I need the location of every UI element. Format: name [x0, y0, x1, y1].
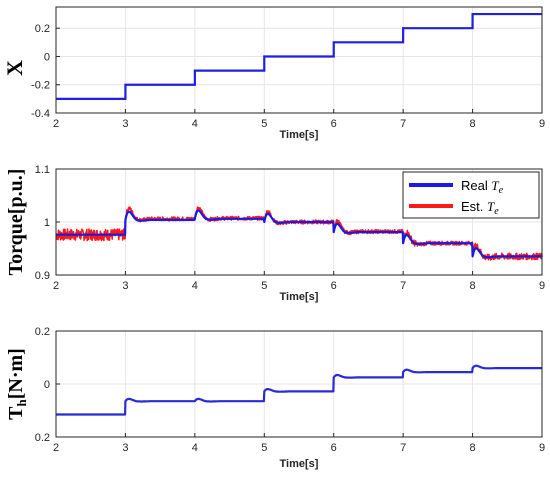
ticks-th: 2 3 4 5 6 7 8 9 0.2 0 0.2: [35, 326, 545, 454]
legend-label-real: Real Te: [461, 178, 504, 196]
x-tick-label: 8: [470, 118, 476, 130]
x-tick-label: 8: [470, 442, 476, 454]
y-tick-label: 0: [44, 379, 50, 391]
x-tick-label: 9: [539, 442, 545, 454]
y-tick-label: 1: [44, 217, 50, 229]
x-tick-label: 5: [261, 280, 267, 292]
y-tick-label: 1.1: [35, 164, 50, 176]
legend-label-est: Est. Te: [461, 199, 499, 217]
y-tick-label: 0.9: [35, 270, 50, 282]
x-axis-label-panel-1: Time[s]: [280, 129, 319, 141]
x-tick-label: 2: [53, 118, 59, 130]
panel-th: 2 3 4 5 6 7 8 9 0.2 0 0.2 Time[s] Th[N·m]: [5, 326, 545, 470]
ticks-x: 2 3 4 5 6 7 8 9 0.2 0 -0.2 -0.4: [31, 23, 545, 130]
panel-torque: 2 3 4 5 6 7 8 9 1.1 1 0.9 Time[s] Torque[p.u.] Rea…: [5, 164, 545, 303]
x-tick-label: 7: [400, 118, 406, 130]
x-tick-label: 5: [261, 442, 267, 454]
legend: Real Te Est. Te: [402, 171, 540, 219]
x-axis-label-panel-3: Time[s]: [280, 458, 319, 470]
x-tick-label: 7: [400, 442, 406, 454]
y-axis-label-th: Th[N·m]: [5, 348, 29, 420]
x-tick-label: 4: [192, 280, 198, 292]
x-tick-label: 5: [261, 118, 267, 130]
y-axis-label-x: X: [2, 60, 27, 76]
y-tick-label: -0.2: [31, 80, 50, 92]
legend-box: [402, 171, 540, 219]
x-tick-label: 4: [192, 442, 198, 454]
x-tick-label: 8: [470, 280, 476, 292]
x-tick-label: 3: [122, 442, 128, 454]
axes-frame-x: [55, 6, 543, 114]
x-tick-label: 2: [53, 442, 59, 454]
grid-x: [56, 7, 542, 113]
y-tick-label: -0.4: [31, 108, 50, 120]
x-tick-label: 9: [539, 118, 545, 130]
y-tick-label: 0.2: [35, 432, 50, 444]
y-tick-label: 0.2: [35, 23, 50, 35]
series-x: [56, 12, 542, 100]
x-tick-label: 6: [331, 118, 337, 130]
x-tick-label: 4: [192, 118, 198, 130]
panel-x: 2 3 4 5 6 7 8 9 0.2 0 -0.2 -0.4 Time[s] X: [2, 6, 545, 141]
x-tick-label: 3: [122, 118, 128, 130]
x-tick-label: 9: [539, 280, 545, 292]
series-line: [56, 12, 542, 100]
y-tick-label: 0: [44, 51, 50, 63]
ticks-torque: 2 3 4 5 6 7 8 9 1.1 1 0.9: [35, 164, 545, 292]
x-tick-label: 3: [122, 280, 128, 292]
x-tick-label: 6: [331, 442, 337, 454]
y-tick-label: 0.2: [35, 326, 50, 338]
y-axis-label-torque: Torque[p.u.]: [5, 169, 27, 276]
series-line: [55, 209, 543, 259]
x-tick-label: 7: [400, 280, 406, 292]
series-line: [55, 364, 543, 416]
grid-th: [56, 331, 542, 437]
x-tick-label: 2: [53, 280, 59, 292]
series-torque: [55, 206, 543, 261]
x-axis-label-panel-2: Time[s]: [280, 291, 319, 303]
x-tick-label: 6: [331, 280, 337, 292]
series-th: [55, 364, 543, 416]
